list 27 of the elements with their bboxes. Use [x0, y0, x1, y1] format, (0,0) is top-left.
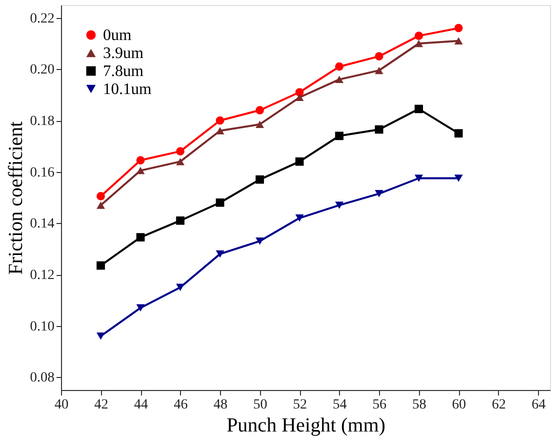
- y-tick-label: 0.10: [30, 319, 54, 334]
- x-tick-label: 56: [372, 398, 387, 412]
- x-tick-label: 52: [293, 398, 308, 412]
- legend-label: 3.9um: [103, 45, 144, 62]
- x-tick-label: 46: [174, 398, 188, 412]
- y-tick-label: 0.14: [30, 216, 54, 232]
- x-tick-label: 48: [214, 398, 228, 412]
- y-tick-label: 0.22: [30, 11, 54, 26]
- legend-label: 10.1um: [103, 81, 152, 98]
- x-tick-label: 62: [492, 398, 506, 412]
- x-tick-label: 42: [94, 398, 108, 412]
- y-tick-label: 0.20: [30, 62, 54, 78]
- x-tick-label: 58: [412, 398, 426, 412]
- x-tick-label: 50: [253, 398, 268, 412]
- y-axis-title: Friction coefficient: [5, 120, 27, 275]
- x-tick-label: 40: [54, 398, 68, 412]
- x-tick-label: 44: [134, 398, 148, 412]
- y-tick-label: 0.18: [30, 114, 54, 129]
- x-tick-label: 64: [532, 398, 546, 412]
- legend-label: 0um: [103, 27, 132, 44]
- x-tick-label: 60: [452, 398, 466, 412]
- legend-label: 7.8um: [103, 63, 144, 80]
- x-tick-label: 54: [332, 398, 347, 412]
- y-tick-label: 0.12: [30, 268, 54, 283]
- x-axis-title: Punch Height (mm): [226, 414, 386, 436]
- y-tick-label: 0.08: [30, 370, 54, 386]
- y-tick-label: 0.16: [30, 165, 54, 180]
